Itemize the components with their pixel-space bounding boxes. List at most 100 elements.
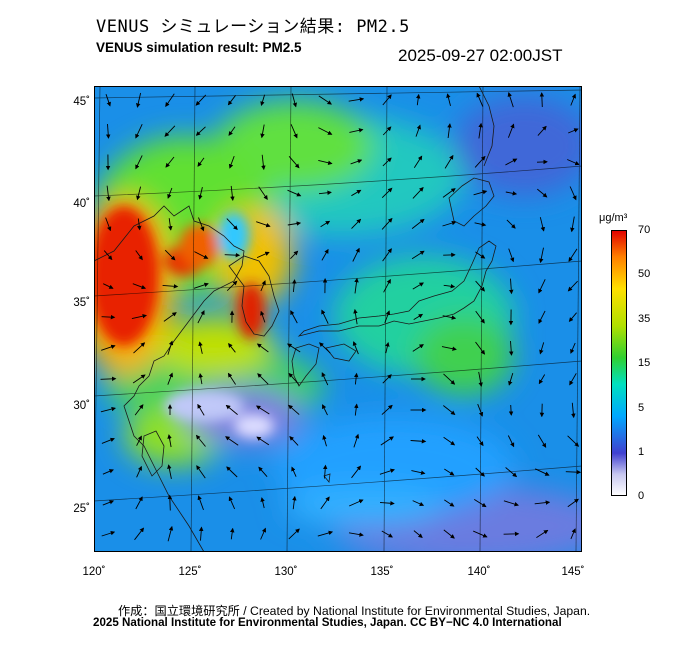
wind-arrow — [411, 470, 426, 475]
wind-arrow — [474, 222, 487, 227]
title-english: VENUS simulation result: PM2.5 — [96, 40, 302, 55]
wind-arrow — [415, 93, 421, 106]
wind-arrow — [101, 530, 116, 537]
wind-arrow — [537, 188, 548, 198]
wind-arrow — [538, 279, 546, 294]
wind-arrow — [473, 190, 488, 196]
wind-arrow — [565, 469, 582, 475]
wind-arrow — [319, 342, 331, 354]
wind-arrow — [105, 217, 112, 232]
wind-arrow — [226, 466, 238, 478]
wind-arrow — [136, 465, 142, 478]
wind-arrow — [353, 433, 360, 448]
wind-arrow — [508, 404, 514, 416]
wind-arrow — [570, 216, 575, 233]
wind-arrow — [167, 340, 174, 355]
wind-arrow — [229, 527, 235, 540]
wind-arrow — [167, 464, 172, 479]
wind-arrow — [381, 217, 393, 230]
wind-arrow — [352, 341, 359, 355]
wind-arrow — [105, 94, 111, 107]
wind-arrow — [193, 282, 209, 289]
wind-arrow — [444, 499, 455, 507]
wind-arrow — [287, 343, 301, 353]
map-canvas — [94, 86, 582, 552]
wind-arrow — [318, 159, 333, 165]
wind-arrow — [226, 218, 238, 231]
wind-arrow — [539, 247, 544, 264]
wind-arrow — [506, 219, 516, 229]
wind-arrow — [288, 372, 300, 385]
wind-arrow — [318, 127, 333, 135]
wind-arrow — [507, 435, 515, 448]
wind-arrow — [102, 500, 115, 506]
colorbar-label: 50 — [638, 268, 651, 280]
wind-arrow — [197, 157, 205, 167]
wind-arrow — [442, 220, 457, 227]
wind-arrow — [348, 97, 365, 102]
wind-arrow — [289, 435, 299, 446]
wind-arrow — [260, 94, 266, 107]
wind-arrow — [135, 155, 143, 170]
wind-arrow — [477, 403, 484, 417]
wind-arrow — [354, 403, 359, 416]
wind-arrow — [135, 496, 143, 510]
wind-arrow — [101, 437, 115, 444]
lon-tick-label: 145˚ — [561, 566, 585, 578]
wind-arrow — [100, 406, 116, 413]
wind-arrow — [261, 154, 266, 171]
wind-arrow — [384, 310, 391, 324]
wind-arrow — [412, 186, 424, 199]
wind-arrow — [570, 342, 576, 354]
wind-arrow — [101, 344, 116, 351]
wind-arrow — [505, 191, 518, 196]
wind-arrow — [443, 436, 456, 446]
wind-arrow — [567, 498, 579, 508]
wind-arrow — [475, 341, 486, 355]
wind-arrow — [136, 186, 142, 201]
wind-arrow — [568, 312, 577, 322]
wind-arrow — [260, 124, 265, 139]
wind-arrow — [476, 436, 484, 447]
wind-arrow — [260, 310, 266, 323]
wind-arrow — [136, 92, 142, 108]
wind-arrow — [167, 434, 172, 448]
wind-arrow — [288, 528, 300, 540]
colorbar-label: 1 — [638, 446, 645, 458]
wind-arrow — [227, 372, 236, 385]
lon-tick-label: 120˚ — [82, 566, 106, 578]
lat-tick-label: 35˚ — [73, 297, 90, 309]
wind-arrow — [505, 467, 518, 478]
wind-arrow — [475, 280, 486, 292]
wind-arrow — [134, 404, 144, 416]
wind-arrow — [322, 434, 327, 447]
wind-arrow — [167, 372, 174, 385]
wind-arrow — [569, 186, 577, 201]
wind-arrow — [443, 283, 456, 289]
wind-arrow — [415, 124, 421, 137]
wind-arrow — [413, 313, 424, 320]
wind-arrow — [381, 404, 393, 415]
timestamp: 2025-09-27 02:00JST — [398, 46, 563, 65]
wind-arrow — [322, 404, 328, 416]
wind-arrow — [255, 405, 270, 415]
wind-arrow — [381, 187, 393, 199]
wind-arrow — [536, 529, 549, 538]
wind-arrow — [508, 372, 514, 386]
wind-arrow — [167, 494, 173, 511]
wind-arrow — [195, 94, 207, 106]
wind-arrow — [167, 187, 173, 199]
wind-arrow — [349, 499, 364, 507]
wind-arrow — [257, 373, 269, 385]
wind-arrow — [135, 250, 143, 261]
wind-arrow — [290, 250, 299, 260]
wind-arrow — [503, 500, 519, 507]
title-japanese: VENUS シミュレーション結果: PM2.5 — [96, 17, 410, 37]
wind-arrow — [478, 371, 483, 387]
wind-arrow — [410, 439, 427, 444]
lon-tick-label: 140˚ — [467, 566, 491, 578]
wind-arrow — [137, 218, 142, 231]
wind-arrow — [446, 93, 451, 107]
wind-arrow — [381, 530, 393, 538]
wind-arrow — [383, 278, 391, 293]
